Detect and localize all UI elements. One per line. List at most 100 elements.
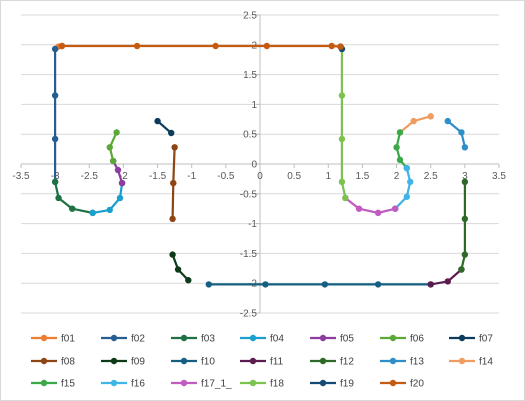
data-point-f14 bbox=[427, 113, 434, 120]
data-point-f20 bbox=[263, 42, 271, 50]
data-point-f20 bbox=[328, 42, 335, 50]
legend-label: f02 bbox=[131, 334, 145, 345]
series-line-f16 bbox=[394, 167, 412, 210]
data-point-f18 bbox=[338, 92, 346, 99]
legend-label: f04 bbox=[270, 334, 284, 345]
data-point-f17_1_ bbox=[392, 205, 399, 212]
data-point-f12 bbox=[461, 251, 469, 258]
data-point-f06 bbox=[113, 129, 120, 136]
axes bbox=[20, 14, 500, 314]
legend-swatch-marker bbox=[458, 357, 466, 365]
legend-swatch-marker bbox=[319, 379, 327, 387]
legend-entry-f18: f18 bbox=[240, 379, 284, 390]
series-f15 bbox=[393, 129, 411, 172]
y-tick-label: 1.5 bbox=[243, 70, 257, 81]
x-tick-label: 0.5 bbox=[287, 171, 301, 182]
data-point-f03 bbox=[55, 194, 62, 202]
series-line-f15 bbox=[395, 132, 408, 169]
legend-swatch-marker bbox=[319, 334, 327, 342]
legend-label: f06 bbox=[410, 334, 424, 345]
data-point-f09 bbox=[185, 277, 192, 284]
data-point-f05 bbox=[114, 166, 122, 174]
y-tick-label: -1 bbox=[248, 219, 257, 230]
legend-label: f14 bbox=[479, 357, 493, 368]
legend-label: f10 bbox=[201, 357, 215, 368]
data-point-f04 bbox=[106, 206, 113, 214]
legend-entry-f12: f12 bbox=[310, 357, 354, 368]
x-tick-label: 1 bbox=[326, 171, 332, 182]
legend-label: f03 bbox=[201, 334, 215, 345]
data-point-f02 bbox=[51, 135, 59, 143]
legend-swatch-marker bbox=[319, 357, 327, 365]
series-line-f12 bbox=[460, 181, 466, 270]
series-f09 bbox=[169, 251, 192, 284]
y-tick-label: -1.5 bbox=[240, 249, 258, 260]
y-tick-label: 2.5 bbox=[243, 11, 257, 22]
legend-label: f15 bbox=[61, 379, 75, 390]
legend-swatch-marker bbox=[180, 357, 188, 365]
series-layer bbox=[51, 42, 469, 288]
legend-swatch-marker bbox=[110, 357, 118, 365]
data-point-f11 bbox=[427, 281, 434, 288]
data-point-f12 bbox=[461, 215, 469, 223]
series-f03 bbox=[51, 178, 96, 217]
legend-swatch-marker bbox=[249, 379, 257, 387]
series-f06 bbox=[106, 129, 120, 165]
data-point-f10 bbox=[374, 281, 382, 288]
legend-swatch-marker bbox=[180, 379, 188, 387]
legend-entry-f06: f06 bbox=[380, 334, 424, 345]
x-tick-label: 1.5 bbox=[355, 171, 369, 182]
series-line-f20 bbox=[62, 44, 341, 48]
legend-entry-f15: f15 bbox=[31, 379, 75, 390]
legend-label: f11 bbox=[270, 357, 284, 368]
x-tick-label: -1 bbox=[187, 171, 196, 182]
data-point-f03 bbox=[51, 178, 59, 186]
data-point-f15 bbox=[393, 144, 400, 151]
data-point-f20 bbox=[58, 42, 66, 50]
x-tick-label: 2 bbox=[394, 171, 400, 182]
data-point-f08 bbox=[171, 144, 178, 151]
data-point-f06 bbox=[109, 157, 117, 165]
series-f20 bbox=[58, 42, 344, 50]
legend: f01 f02 f03 f04 f05 f06 f07 f08 f09 f10 f11 f12 f13 f… bbox=[31, 334, 493, 390]
legend-entry-f02: f02 bbox=[101, 334, 145, 345]
legend-swatch-marker bbox=[389, 357, 397, 365]
data-point-f10 bbox=[321, 281, 329, 288]
data-point-f10 bbox=[205, 281, 212, 288]
legend-label: f08 bbox=[61, 357, 75, 368]
legend-entry-f01: f01 bbox=[31, 334, 75, 345]
data-point-f20 bbox=[133, 42, 141, 50]
data-point-f02 bbox=[51, 92, 59, 99]
legend-entry-f17_1_: f17_1_ bbox=[171, 379, 232, 390]
data-point-f18 bbox=[338, 178, 346, 186]
legend-entry-f11: f11 bbox=[240, 357, 284, 368]
series-f10 bbox=[205, 281, 434, 288]
x-tick-label: -3.5 bbox=[12, 171, 30, 182]
series-line-f03 bbox=[54, 181, 93, 214]
legend-label: f20 bbox=[410, 379, 424, 390]
data-point-f12 bbox=[458, 266, 465, 273]
legend-entry-f09: f09 bbox=[101, 357, 145, 368]
tick-labels: 2.521.510.50-0.5-1-1.5-2-2.5-3.5 -3 -2.5 -2… bbox=[12, 11, 506, 320]
legend-swatch-marker bbox=[458, 334, 466, 342]
legend-label: f17_1_ bbox=[201, 379, 232, 390]
data-point-f08 bbox=[169, 215, 176, 223]
legend-label: f09 bbox=[131, 357, 145, 368]
legend-swatch-marker bbox=[110, 379, 118, 387]
x-tick-label: 3 bbox=[462, 171, 468, 182]
data-point-f02 bbox=[51, 45, 59, 53]
legend-label: f12 bbox=[340, 357, 354, 368]
data-point-f16 bbox=[403, 164, 411, 172]
legend-swatch-marker bbox=[389, 379, 397, 387]
data-point-f07 bbox=[154, 117, 161, 125]
y-tick-label: -0.5 bbox=[240, 189, 258, 200]
data-point-f13 bbox=[444, 117, 451, 125]
legend-label: f01 bbox=[61, 334, 75, 345]
legend-label: f13 bbox=[410, 357, 424, 368]
series-f07 bbox=[154, 117, 175, 137]
series-line-f17_1_ bbox=[344, 197, 396, 214]
legend-swatch-marker bbox=[40, 379, 48, 387]
data-point-f11 bbox=[444, 278, 451, 285]
